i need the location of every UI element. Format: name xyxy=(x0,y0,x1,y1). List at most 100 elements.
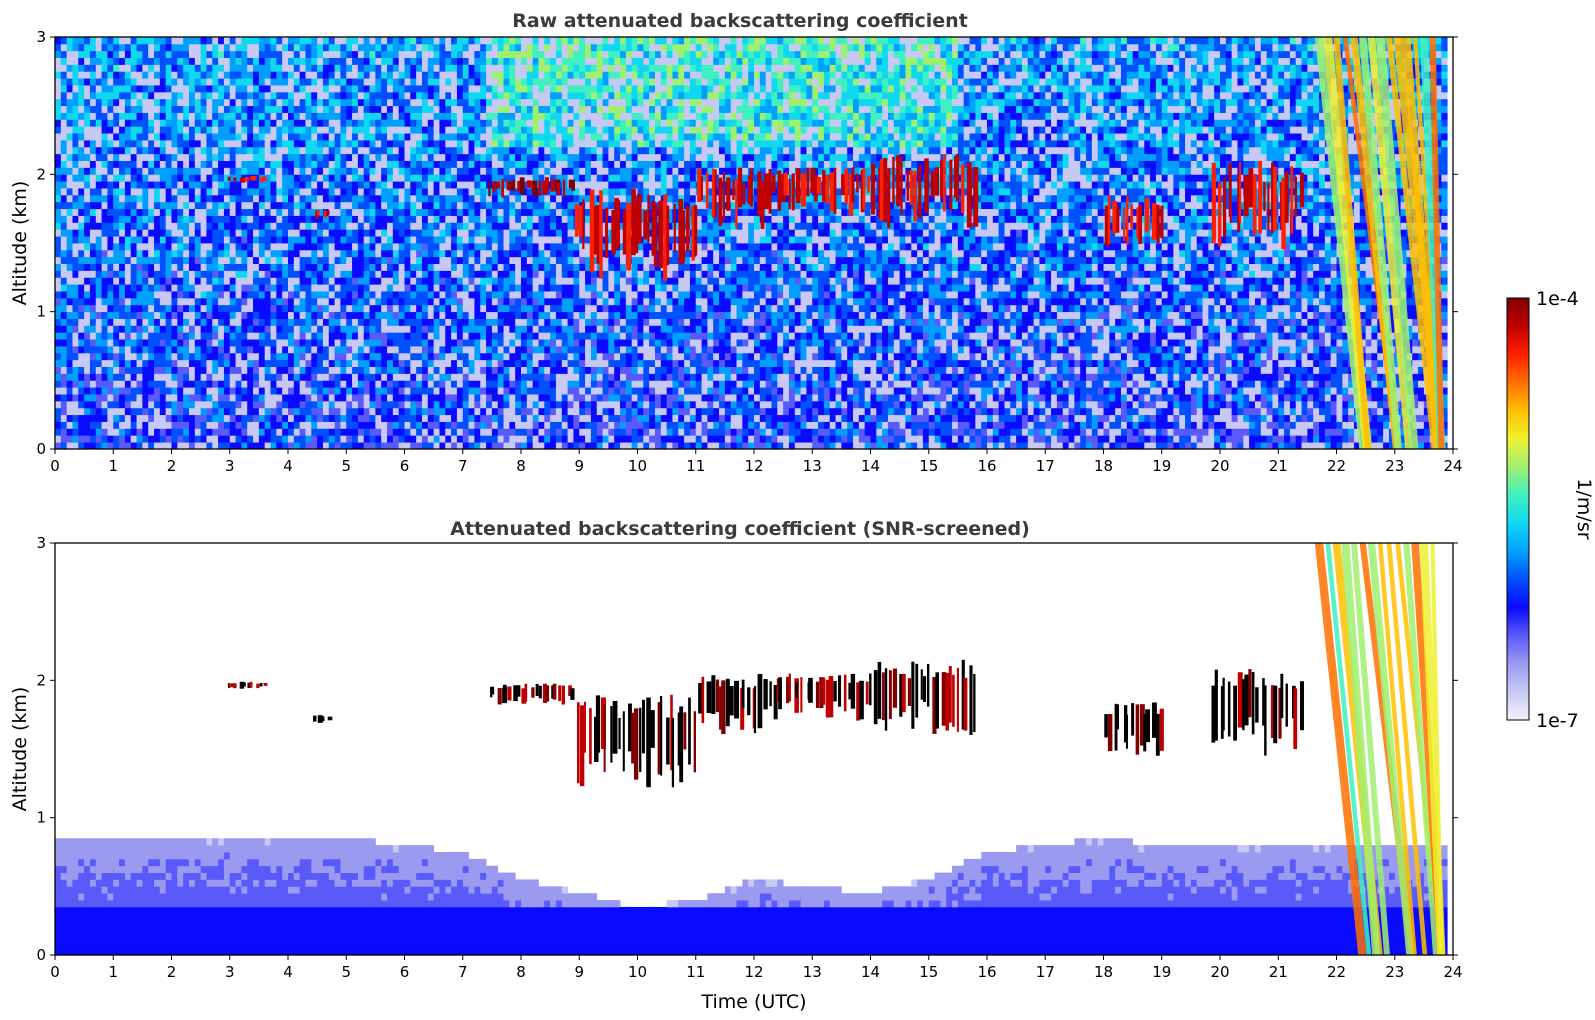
heatmap-cell xyxy=(183,256,190,264)
heatmap-cell xyxy=(142,126,149,134)
heatmap-cell xyxy=(456,181,464,189)
heatmap-cell xyxy=(357,297,365,306)
heatmap-cell xyxy=(171,50,178,58)
heatmap-cell xyxy=(282,332,289,340)
heatmap-cell xyxy=(387,366,394,374)
heatmap-cell xyxy=(78,428,85,436)
heatmap-cell xyxy=(264,50,271,58)
heatmap-cell xyxy=(526,112,534,120)
heatmap-cell xyxy=(84,400,91,409)
heatmap-cell xyxy=(241,380,248,388)
heatmap-cell xyxy=(293,37,301,45)
heatmap-cell xyxy=(288,91,295,100)
heatmap-cell xyxy=(148,194,155,203)
heatmap-cell xyxy=(456,325,464,333)
heatmap-cell xyxy=(340,339,347,347)
heatmap-cell xyxy=(363,71,370,79)
heatmap-cell xyxy=(474,243,481,251)
heatmap-cell xyxy=(433,325,440,333)
heatmap-cell xyxy=(154,400,161,409)
heatmap-cell xyxy=(311,181,318,189)
heatmap-cell xyxy=(357,339,365,347)
heatmap-cell xyxy=(439,304,446,313)
heatmap-cell xyxy=(264,352,271,361)
heatmap-cell xyxy=(521,236,528,244)
heatmap-cell xyxy=(171,435,178,443)
heatmap-cell xyxy=(154,332,161,340)
heatmap-cell xyxy=(188,188,196,196)
heatmap-cell xyxy=(515,208,522,216)
heatmap-cell xyxy=(253,373,260,381)
heatmap-cell xyxy=(433,373,440,381)
heatmap-cell xyxy=(235,126,242,134)
heatmap-cell xyxy=(60,236,68,244)
heatmap-cell xyxy=(101,421,108,429)
heatmap-cell xyxy=(55,236,62,244)
heatmap-cell xyxy=(288,181,295,189)
heatmap-cell xyxy=(480,140,487,148)
heatmap-cell xyxy=(404,105,411,113)
heatmap-cell xyxy=(486,366,493,374)
heatmap-cell xyxy=(311,174,318,182)
heatmap-cell xyxy=(340,222,347,230)
heatmap-cell xyxy=(235,243,242,251)
heatmap-cell xyxy=(521,346,528,354)
heatmap-cell xyxy=(159,339,167,347)
heatmap-cell xyxy=(439,442,446,450)
heatmap-cell xyxy=(317,421,324,429)
heatmap-cell xyxy=(223,400,231,409)
heatmap-cell xyxy=(165,263,172,271)
heatmap-cell xyxy=(526,98,534,107)
heatmap-cell xyxy=(334,325,341,333)
heatmap-cell xyxy=(171,442,178,450)
heatmap-cell xyxy=(369,346,376,354)
heatmap-cell xyxy=(206,126,213,134)
heatmap-cell xyxy=(480,64,487,72)
heatmap-cell xyxy=(55,243,62,251)
heatmap-cell xyxy=(474,57,481,65)
heatmap-cell xyxy=(515,167,522,175)
heatmap-cell xyxy=(124,215,132,223)
heatmap-cell xyxy=(462,146,469,155)
heatmap-cell xyxy=(363,291,370,299)
heatmap-cell xyxy=(427,85,435,93)
heatmap-cell xyxy=(445,304,452,313)
heatmap-cell xyxy=(247,359,254,367)
heatmap-cell xyxy=(433,112,440,120)
heatmap-cell xyxy=(288,98,295,107)
heatmap-cell xyxy=(503,366,510,374)
heatmap-cell xyxy=(177,126,184,134)
heatmap-cell xyxy=(66,318,73,326)
heatmap-cell xyxy=(288,435,295,443)
heatmap-cell xyxy=(375,332,382,340)
heatmap-cell xyxy=(515,442,522,450)
heatmap-cell xyxy=(60,346,68,354)
heatmap-cell xyxy=(404,311,411,319)
heatmap-cell xyxy=(229,352,236,361)
heatmap-cell xyxy=(526,229,534,237)
heatmap-cell xyxy=(270,215,277,223)
heatmap-cell xyxy=(480,359,487,367)
heatmap-cell xyxy=(346,249,353,258)
heatmap-cell xyxy=(159,105,167,113)
heatmap-cell xyxy=(55,160,62,168)
heatmap-cell xyxy=(84,387,91,395)
heatmap-cell xyxy=(247,201,254,210)
heatmap-cell xyxy=(468,352,475,361)
heatmap-cell xyxy=(247,85,254,93)
heatmap-cell xyxy=(124,188,132,196)
heatmap-cell xyxy=(334,91,341,100)
heatmap-cell xyxy=(515,332,522,340)
heatmap-cell xyxy=(311,270,318,278)
heatmap-cell xyxy=(392,140,400,148)
heatmap-cell xyxy=(334,174,341,182)
heatmap-cell xyxy=(486,57,493,65)
heatmap-cell xyxy=(95,352,103,361)
heatmap-cell xyxy=(200,236,207,244)
heatmap-cell xyxy=(491,421,499,429)
heatmap-cell xyxy=(200,153,207,161)
heatmap-cell xyxy=(78,174,85,182)
heatmap-cell xyxy=(509,119,516,127)
heatmap-cell xyxy=(305,284,312,292)
heatmap-cell xyxy=(148,387,155,395)
